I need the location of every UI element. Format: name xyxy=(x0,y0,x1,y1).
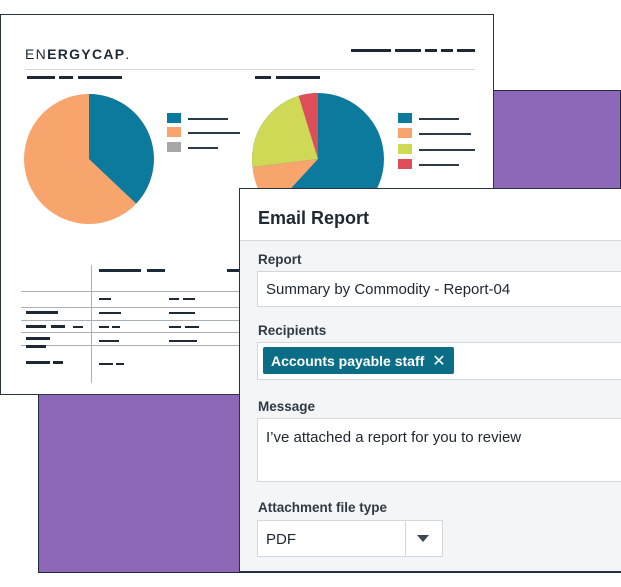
pie-chart-left xyxy=(24,94,154,224)
recipients-field[interactable]: Accounts payable staff ✕ xyxy=(257,342,621,380)
chart-title-placeholder xyxy=(255,76,271,79)
attachment-file-type-label: Attachment file type xyxy=(258,500,388,515)
pie-slice-green xyxy=(252,95,318,167)
chart-title-placeholder xyxy=(27,76,55,79)
report-field-value: Summary by Commodity - Report-04 xyxy=(266,281,511,298)
close-icon[interactable]: ✕ xyxy=(432,352,446,370)
caret-down-icon[interactable] xyxy=(417,535,429,542)
header-divider xyxy=(25,69,475,70)
legend-label-placeholder xyxy=(419,149,475,151)
legend-label-placeholder xyxy=(419,133,471,135)
legend-swatch-blue xyxy=(398,113,412,123)
select-separator xyxy=(405,521,406,556)
energycap-logo: ENERGYCAP. xyxy=(25,46,131,62)
report-field[interactable]: Summary by Commodity - Report-04 xyxy=(257,271,621,307)
message-field[interactable]: I’ve attached a report for you to review xyxy=(257,418,621,482)
header-placeholder-line xyxy=(425,49,437,52)
report-label: Report xyxy=(258,252,302,267)
legend-swatch-orange xyxy=(167,127,181,137)
header-placeholder-line xyxy=(395,49,421,52)
message-field-value: I’ve attached a report for you to review xyxy=(266,429,522,446)
attachment-file-type-select[interactable]: PDF xyxy=(257,520,443,557)
attachment-file-type-value: PDF xyxy=(266,531,296,548)
legend-label-placeholder xyxy=(188,118,228,120)
recipient-chip[interactable]: Accounts payable staff ✕ xyxy=(263,347,454,374)
message-label: Message xyxy=(258,399,316,414)
legend-swatch-gray xyxy=(167,142,181,152)
chart-title-placeholder xyxy=(59,76,73,79)
legend-swatch-blue xyxy=(167,113,181,123)
legend-label-placeholder xyxy=(419,164,459,166)
dialog-title: Email Report xyxy=(258,208,370,228)
email-report-dialog: Email Report Report Summary by Commodity… xyxy=(239,188,621,572)
pie-slice-blue xyxy=(89,94,154,204)
recipient-chip-label: Accounts payable staff xyxy=(271,352,425,369)
legend-swatch-orange xyxy=(398,128,412,138)
header-placeholder-line xyxy=(441,49,453,52)
legend-swatch-green xyxy=(398,144,412,154)
legend-label-placeholder xyxy=(188,147,218,149)
recipients-label: Recipients xyxy=(258,323,327,338)
header-placeholder-line xyxy=(457,49,475,52)
header-placeholder-line xyxy=(351,49,391,52)
chart-title-placeholder xyxy=(78,76,122,79)
dialog-header: Email Report xyxy=(240,189,621,241)
legend-label-placeholder xyxy=(188,132,240,134)
legend-swatch-red xyxy=(398,159,412,169)
pie-slice-red xyxy=(298,93,318,159)
legend-label-placeholder xyxy=(419,118,459,120)
chart-title-placeholder xyxy=(276,76,320,79)
